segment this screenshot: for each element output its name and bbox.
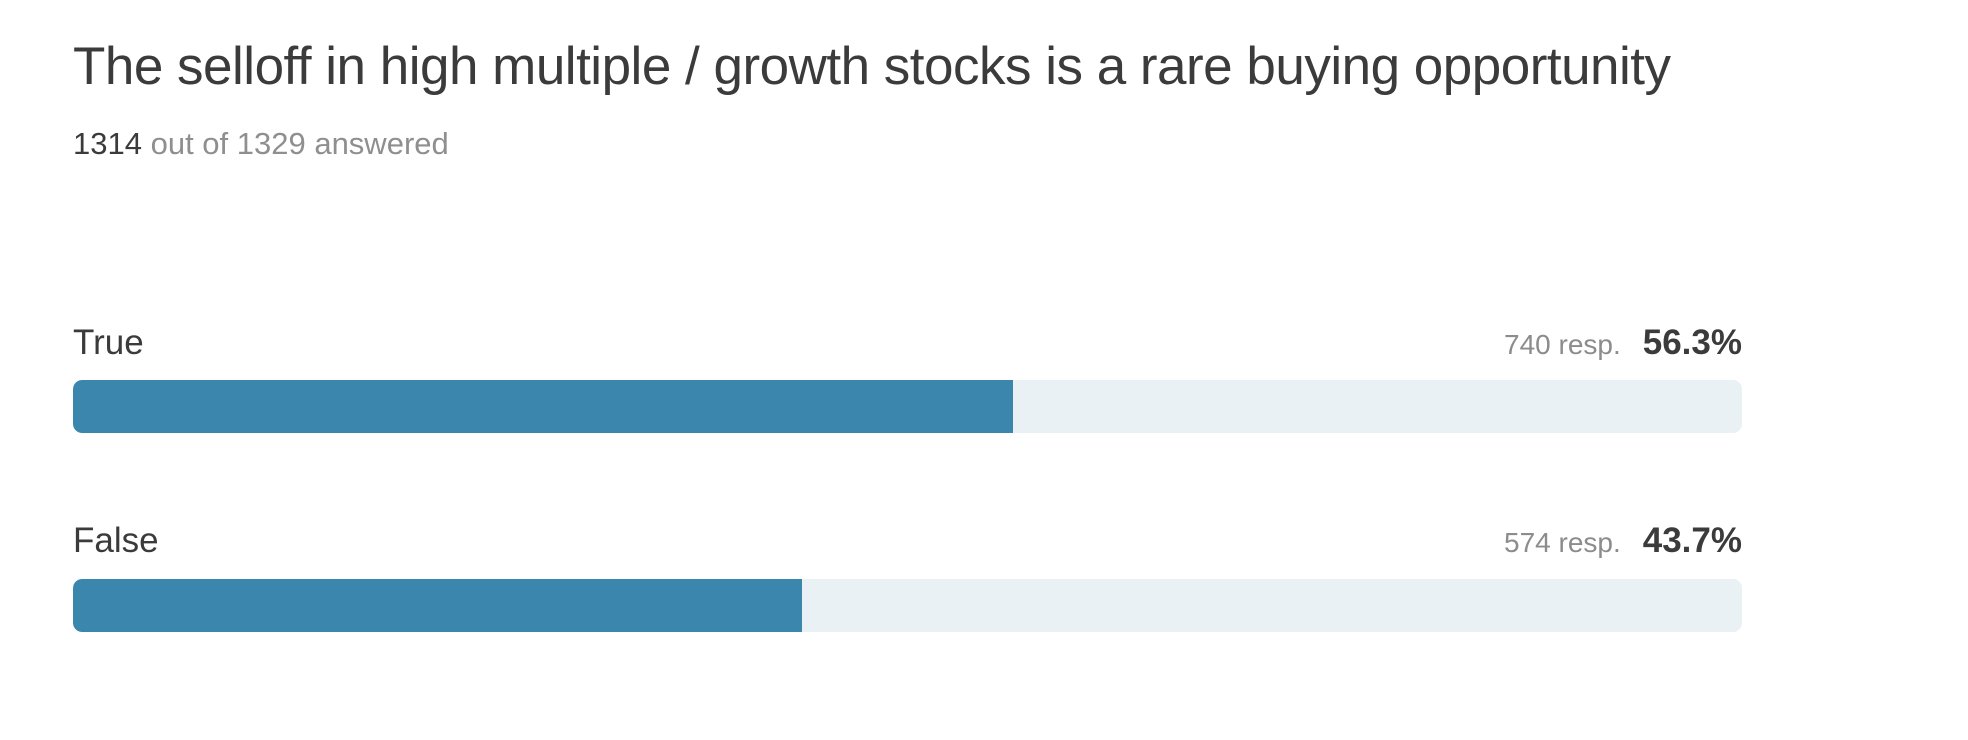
bar-track (73, 579, 1742, 633)
bar-track (73, 380, 1742, 434)
option-header: False 574 resp. 43.7% (73, 519, 1742, 563)
option-header: True 740 resp. 56.3% (73, 321, 1742, 365)
option-label: True (73, 322, 144, 362)
options-list: True 740 resp. 56.3% False 574 resp. 43.… (73, 321, 1742, 633)
percent-value: 56.3% (1642, 322, 1742, 362)
bar-fill (73, 579, 803, 633)
option-row-false: False 574 resp. 43.7% (73, 519, 1742, 633)
option-stats: 574 resp. 43.7% (1504, 521, 1742, 561)
option-row-true: True 740 resp. 56.3% (73, 321, 1742, 434)
answered-summary: 1314 out of 1329 answered (73, 124, 1968, 164)
bar-fill (73, 380, 1013, 434)
answered-count: 1314 (73, 126, 142, 162)
answered-suffix: out of 1329 answered (141, 126, 449, 162)
page-title: The selloff in high multiple / growth st… (73, 37, 1671, 96)
option-label: False (73, 521, 159, 561)
response-count: 740 resp. (1504, 328, 1621, 360)
response-count: 574 resp. (1504, 527, 1621, 559)
option-stats: 740 resp. 56.3% (1504, 323, 1742, 363)
percent-value: 43.7% (1642, 521, 1742, 561)
